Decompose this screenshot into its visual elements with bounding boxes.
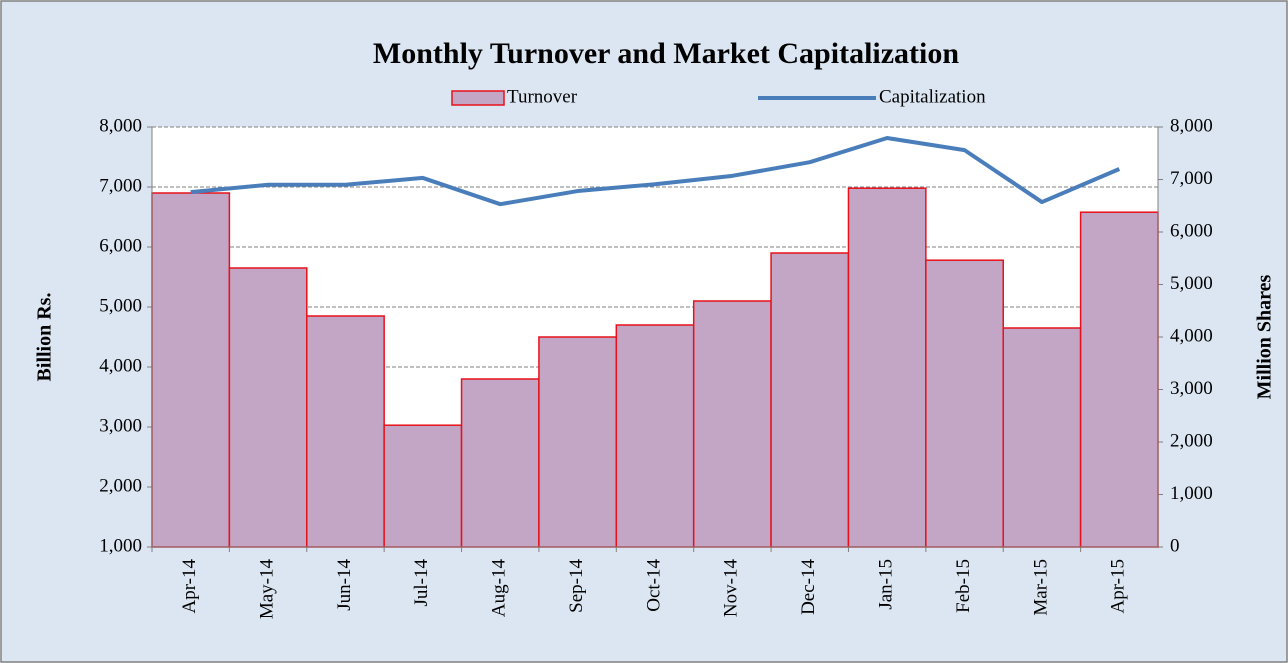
x-tick-label: Aug-14 xyxy=(489,559,510,618)
y-tick-label: 4,000 xyxy=(99,355,142,376)
y2-tick-label: 1,000 xyxy=(1170,483,1213,504)
legend-label: Capitalization xyxy=(879,86,986,107)
y2-axis-title: Million Shares xyxy=(1254,274,1276,399)
bar xyxy=(538,336,618,548)
x-tick-label: Jun-14 xyxy=(334,559,355,611)
y2-tick-label: 4,000 xyxy=(1170,325,1213,346)
bar xyxy=(383,424,463,548)
bar xyxy=(306,315,385,548)
x-tick-label: Jan-15 xyxy=(876,559,897,610)
y2-tick-label: 5,000 xyxy=(1170,273,1213,294)
x-tick-label: Feb-15 xyxy=(953,559,974,613)
x-tick-label: Apr-14 xyxy=(179,559,200,614)
y-tick-label: 3,000 xyxy=(99,415,142,436)
bar xyxy=(228,267,308,548)
y-axis-title: Billion Rs. xyxy=(34,293,56,382)
y-tick-label: 8,000 xyxy=(99,115,142,136)
y2-tick-label: 0 xyxy=(1170,535,1180,556)
x-tick-label: Oct-14 xyxy=(643,559,664,612)
x-tick-label: Sep-14 xyxy=(566,559,587,613)
x-tick-label: Nov-14 xyxy=(721,559,742,618)
bar xyxy=(1079,211,1159,548)
legend-swatch xyxy=(451,90,505,106)
y-tick-label: 2,000 xyxy=(99,475,142,496)
y-tick-label: 5,000 xyxy=(99,295,142,316)
bar xyxy=(847,187,927,548)
y-tick-label: 7,000 xyxy=(99,175,142,196)
x-tick-label: Jul-14 xyxy=(411,559,432,607)
legend-label: Turnover xyxy=(507,86,578,107)
bar xyxy=(1002,327,1082,548)
x-tick-label: Dec-14 xyxy=(798,559,819,615)
y2-tick-label: 6,000 xyxy=(1170,220,1213,241)
line xyxy=(190,136,1121,207)
y2-tick-label: 2,000 xyxy=(1170,430,1213,451)
y2-tick-label: 7,000 xyxy=(1170,168,1213,189)
x-tick-label: May-14 xyxy=(256,559,277,620)
y2-tick-label: 8,000 xyxy=(1170,115,1213,136)
x-tick-label: Mar-15 xyxy=(1030,559,1051,616)
bar xyxy=(460,378,540,548)
bar xyxy=(151,192,231,548)
bar xyxy=(925,259,1004,548)
bar xyxy=(615,324,695,548)
y2-tick-label: 3,000 xyxy=(1170,378,1213,399)
bar xyxy=(770,252,850,548)
x-tick-label: Apr-15 xyxy=(1108,559,1129,614)
chart-title: Monthly Turnover and Market Capitalizati… xyxy=(373,37,959,70)
y-tick-label: 1,000 xyxy=(99,535,142,556)
bar xyxy=(692,300,772,548)
y-tick-label: 6,000 xyxy=(99,235,142,256)
